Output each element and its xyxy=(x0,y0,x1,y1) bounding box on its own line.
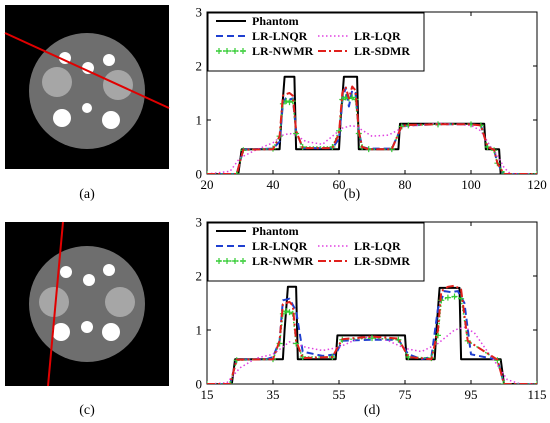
legend-swatch-marker xyxy=(224,258,230,264)
series-marker-lr-nwmr xyxy=(501,381,507,384)
x-tick-label: 60 xyxy=(333,177,346,192)
series-marker-lr-nwmr xyxy=(286,99,293,106)
y-tick-label: 1 xyxy=(196,323,203,338)
x-tick-label: 115 xyxy=(527,387,546,402)
legend-label-lr-nwmr: LR-NWMR xyxy=(252,254,314,268)
series-marker-lr-nwmr xyxy=(451,293,458,300)
series-group xyxy=(207,75,537,174)
legend-box xyxy=(207,12,425,72)
y-tick-label: 0 xyxy=(196,167,203,182)
legend-swatch-marker xyxy=(216,48,222,54)
legend-swatch-marker xyxy=(240,48,246,54)
series-line-phantom xyxy=(207,285,537,384)
x-tick-label: 75 xyxy=(399,387,412,402)
y-tick-label: 3 xyxy=(196,5,203,20)
x-tick-label: 20 xyxy=(201,177,214,192)
x-tick-label: 15 xyxy=(201,387,214,402)
series-marker-lr-nwmr xyxy=(395,336,402,343)
legend-label-phantom: Phantom xyxy=(252,224,299,238)
x-tick-label: 55 xyxy=(333,387,346,402)
y-tick-label: 2 xyxy=(196,59,203,74)
legend-label-phantom: Phantom xyxy=(252,14,299,28)
legend-label-lr-lqr: LR-LQR xyxy=(354,29,401,43)
y-tick-label: 0 xyxy=(196,377,203,392)
series-marker-lr-nwmr xyxy=(435,332,441,339)
phantom-image-c xyxy=(5,221,169,387)
caption-c: (c) xyxy=(79,403,95,418)
caption-d: (d) xyxy=(364,403,381,418)
series-marker-lr-nwmr xyxy=(398,123,405,130)
series-marker-lr-nwmr xyxy=(501,171,507,174)
y-tick-label: 1 xyxy=(196,113,203,128)
legend-label-lr-lnqr: LR-LNQR xyxy=(252,29,308,43)
series-marker-lr-nwmr xyxy=(369,335,375,342)
x-tick-label: 40 xyxy=(267,177,280,192)
series-marker-lr-nwmr xyxy=(233,171,240,174)
legend-box xyxy=(207,222,425,282)
legend-swatch-marker xyxy=(240,258,246,264)
y-tick-label: 2 xyxy=(196,269,203,284)
series-marker-lr-nwmr xyxy=(227,381,234,384)
legend-swatch-marker xyxy=(224,48,230,54)
phantom-image-a xyxy=(4,5,170,169)
x-tick-label: 35 xyxy=(267,387,280,402)
legend-label-lr-sdmr: LR-SDMR xyxy=(354,254,410,268)
caption-b: (b) xyxy=(344,187,361,202)
series-line-lr-lqr xyxy=(207,326,537,384)
caption-a: (a) xyxy=(79,187,95,202)
legend-label-lr-nwmr: LR-NWMR xyxy=(252,44,314,58)
legend-label-lr-lqr: LR-LQR xyxy=(354,239,401,253)
x-tick-label: 80 xyxy=(399,177,412,192)
legend-label-lr-sdmr: LR-SDMR xyxy=(354,44,410,58)
series-marker-lr-nwmr xyxy=(299,354,306,360)
series-line-lr-lqr xyxy=(207,122,537,174)
series-line-lr-nwmr xyxy=(207,295,537,384)
x-tick-label: 120 xyxy=(527,177,547,192)
series-marker-lr-nwmr xyxy=(286,309,293,316)
series-group xyxy=(207,284,537,384)
legend-swatch-marker xyxy=(232,48,238,54)
legend-label-lr-lnqr: LR-LNQR xyxy=(252,239,308,253)
x-tick-label: 100 xyxy=(461,177,481,192)
series-marker-lr-nwmr xyxy=(444,294,451,301)
series-marker-lr-nwmr xyxy=(283,98,290,105)
legend-swatch-marker xyxy=(216,258,222,264)
series-marker-lr-nwmr xyxy=(349,94,356,101)
legend-swatch-marker xyxy=(232,258,238,264)
series-marker-lr-nwmr xyxy=(283,308,290,315)
y-tick-label: 3 xyxy=(196,215,203,230)
x-tick-label: 95 xyxy=(465,387,478,402)
series-line-lr-sdmr xyxy=(207,85,537,174)
